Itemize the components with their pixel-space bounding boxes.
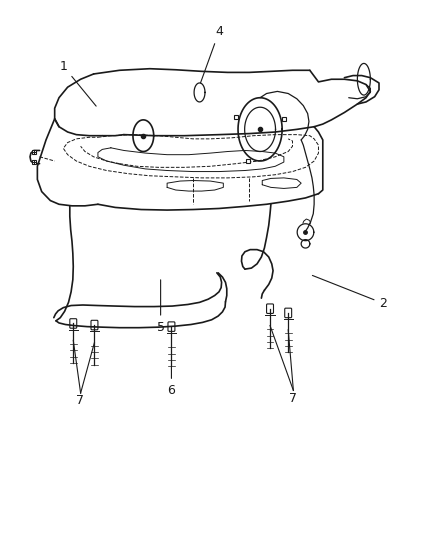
FancyBboxPatch shape <box>285 308 292 318</box>
FancyBboxPatch shape <box>91 320 98 330</box>
FancyBboxPatch shape <box>267 304 273 313</box>
Text: 7: 7 <box>76 394 84 408</box>
Text: 5: 5 <box>157 280 165 334</box>
Text: 2: 2 <box>312 276 387 310</box>
Text: 1: 1 <box>60 60 96 106</box>
FancyBboxPatch shape <box>168 322 175 332</box>
Text: 7: 7 <box>290 392 297 405</box>
Text: 4: 4 <box>201 25 223 83</box>
Text: 6: 6 <box>167 367 175 397</box>
FancyBboxPatch shape <box>70 319 77 328</box>
